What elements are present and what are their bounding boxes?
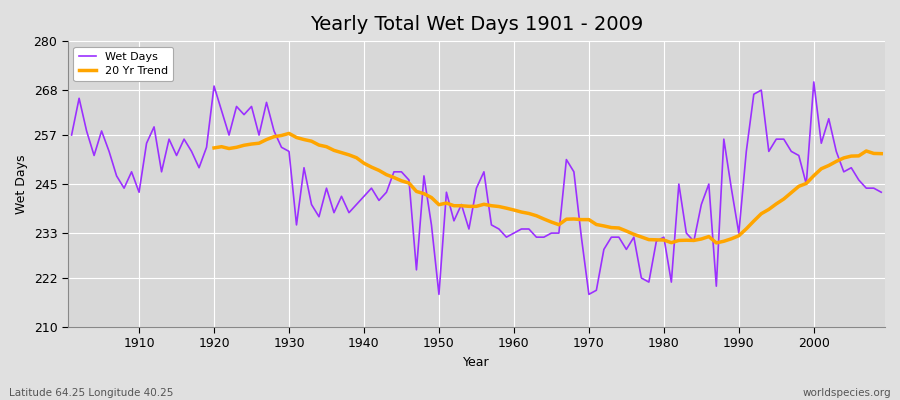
Wet Days [336,194,346,199]
Wet Days [126,170,137,174]
20 Yr Trend [711,240,722,245]
Y-axis label: Wet Days: Wet Days [15,154,28,214]
Line: Wet Days: Wet Days [72,82,881,294]
20 Yr Trend [209,146,220,150]
Text: Latitude 64.25 Longitude 40.25: Latitude 64.25 Longitude 40.25 [9,388,174,398]
Wet Days [808,80,819,84]
20 Yr Trend [794,184,805,189]
Title: Yearly Total Wet Days 1901 - 2009: Yearly Total Wet Days 1901 - 2009 [310,15,643,34]
Wet Days [291,222,302,227]
20 Yr Trend [284,131,294,136]
20 Yr Trend [876,151,886,156]
X-axis label: Year: Year [464,356,490,369]
Text: worldspecies.org: worldspecies.org [803,388,891,398]
Wet Days [67,133,77,138]
Line: 20 Yr Trend: 20 Yr Trend [214,134,881,243]
Wet Days [508,231,519,236]
20 Yr Trend [306,139,317,144]
20 Yr Trend [778,196,789,201]
20 Yr Trend [861,148,872,153]
Wet Days [876,190,886,195]
Wet Days [516,226,526,231]
20 Yr Trend [681,238,692,243]
20 Yr Trend [418,191,429,196]
Wet Days [434,292,445,297]
Wet Days [606,235,616,240]
Legend: Wet Days, 20 Yr Trend: Wet Days, 20 Yr Trend [74,47,173,81]
